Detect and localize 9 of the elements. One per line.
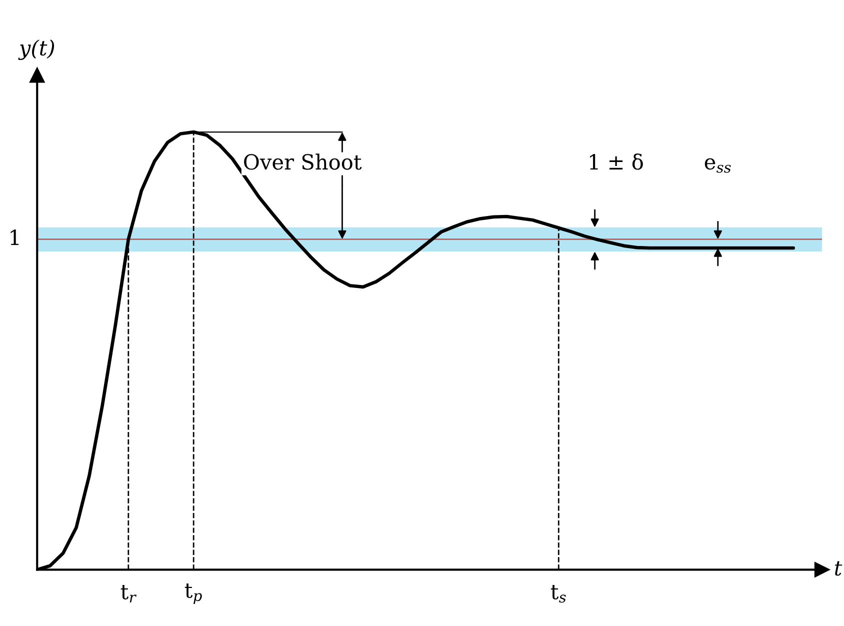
band-label: 1 ± δ	[590, 154, 643, 170]
x-tick-label: t$_{s}$	[550, 585, 566, 603]
y-axis-title: y(t)	[18, 40, 54, 60]
annotation: e$_{ss}$	[704, 158, 731, 173]
annotation: Over Shoot	[244, 154, 362, 170]
x-tick-label: t$_{r}$	[120, 585, 137, 602]
ref-line-label: 1	[10, 230, 18, 245]
x-tick-label: t$_{p}$	[184, 584, 202, 604]
x-axis-title: t	[834, 561, 842, 576]
